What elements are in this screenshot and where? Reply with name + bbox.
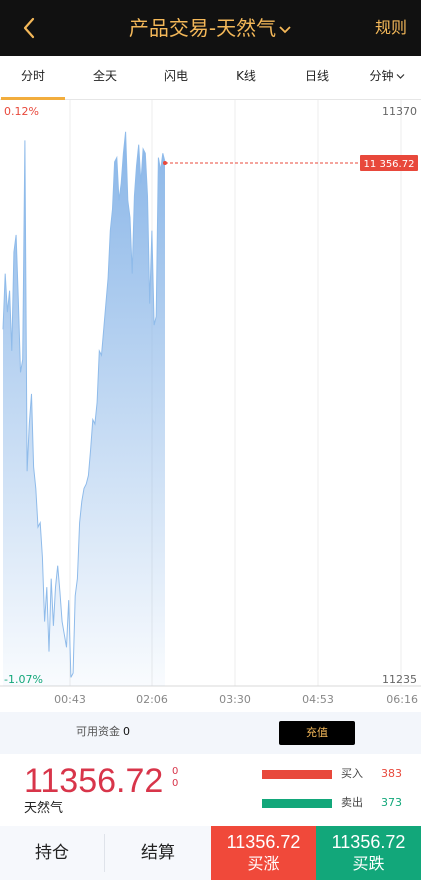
chevron-left-icon bbox=[23, 17, 35, 39]
buy-down-label: 买跌 bbox=[352, 854, 385, 873]
page-title: 产品交易-天然气 bbox=[128, 16, 277, 40]
price-area bbox=[3, 131, 165, 687]
buy-down-button[interactable]: 11356.72 买跌 bbox=[316, 826, 421, 880]
x-tick-label: 06:16 bbox=[386, 693, 418, 706]
bottom-action-bar: 持仓 结算 11356.72 买涨 11356.72 买跌 bbox=[0, 826, 421, 880]
available-funds: 可用资金 0 bbox=[76, 724, 130, 740]
buy-up-price: 11356.72 bbox=[226, 832, 301, 852]
pct-change-bottom-label: -1.07% bbox=[4, 673, 43, 686]
buy-volume-value: 383 bbox=[381, 767, 402, 780]
funds-bar: 可用资金 0 充值 bbox=[0, 712, 421, 754]
rules-link[interactable]: 规则 bbox=[374, 18, 407, 37]
current-price: 11356.72 bbox=[24, 762, 164, 800]
price-change: 0 0 bbox=[172, 766, 178, 790]
available-funds-value: 0 bbox=[123, 725, 130, 738]
tab-label: 日线 bbox=[304, 69, 329, 83]
x-tick-label: 03:30 bbox=[219, 693, 251, 706]
change-value-bottom: 0 bbox=[172, 778, 179, 789]
buy-label: 买入 bbox=[341, 767, 363, 780]
change-value-top: 0 bbox=[172, 766, 179, 777]
back-button[interactable] bbox=[18, 14, 44, 42]
x-tick-label: 00:43 bbox=[54, 693, 86, 706]
sell-volume-value: 373 bbox=[381, 796, 402, 809]
price-line bbox=[2, 131, 166, 678]
product-title-dropdown[interactable]: 产品交易-天然气 bbox=[129, 14, 292, 42]
chevron-down-icon bbox=[279, 25, 291, 33]
recharge-button[interactable]: 充值 bbox=[279, 721, 355, 745]
tab-label: 全天 bbox=[92, 69, 117, 83]
product-name: 天然气 bbox=[24, 801, 64, 816]
current-price-badge-label: 11 356.72 bbox=[364, 159, 415, 170]
tab-minute-dropdown[interactable]: 分钟 bbox=[362, 56, 412, 100]
chart-svg: 11 356.72 0.12% -1.07% 11370 11235 00:43… bbox=[0, 100, 421, 706]
area-layer bbox=[2, 131, 166, 687]
y-axis-max-label: 11370 bbox=[382, 105, 417, 118]
price-chart[interactable]: 11 356.72 0.12% -1.07% 11370 11235 00:43… bbox=[0, 100, 421, 712]
tab-label: K线 bbox=[236, 69, 256, 83]
chart-grid bbox=[0, 100, 421, 687]
top-header: 产品交易-天然气 规则 bbox=[0, 0, 421, 56]
chart-tabs: 分时 全天 闪电 K线 日线 分钟 bbox=[0, 56, 421, 100]
buy-down-price: 11356.72 bbox=[331, 832, 406, 852]
pct-change-top-label: 0.12% bbox=[4, 105, 39, 118]
sell-volume-bar bbox=[262, 799, 332, 808]
title-wrap: 产品交易-天然气 bbox=[0, 14, 421, 42]
x-tick-label: 04:53 bbox=[302, 693, 334, 706]
current-price-dot bbox=[163, 161, 167, 166]
positions-button[interactable]: 持仓 bbox=[35, 843, 69, 863]
tab-time-share[interactable]: 分时 bbox=[1, 56, 65, 100]
tab-label: 分时 bbox=[20, 69, 45, 83]
tab-lightning[interactable]: 闪电 bbox=[151, 56, 201, 100]
buy-up-button[interactable]: 11356.72 买涨 bbox=[211, 826, 316, 880]
sell-label: 卖出 bbox=[341, 796, 363, 809]
current-price-badge bbox=[360, 155, 418, 172]
available-funds-label: 可用资金 bbox=[76, 725, 120, 738]
tab-label: 分钟 bbox=[369, 69, 394, 83]
tab-full-day[interactable]: 全天 bbox=[80, 56, 130, 100]
x-tick-label: 02:06 bbox=[136, 693, 168, 706]
current-price-line-layer: 11 356.72 bbox=[163, 155, 418, 172]
tab-label: 闪电 bbox=[163, 69, 188, 83]
buy-up-label: 买涨 bbox=[247, 854, 280, 873]
settlement-button[interactable]: 结算 bbox=[141, 843, 175, 863]
tab-daily[interactable]: 日线 bbox=[292, 56, 342, 100]
divider bbox=[104, 834, 105, 872]
chevron-down-icon bbox=[396, 74, 404, 79]
tab-kline[interactable]: K线 bbox=[221, 56, 271, 100]
y-axis-min-label: 11235 bbox=[382, 673, 417, 686]
x-axis-ticks: 00:43 02:06 03:30 04:53 06:16 bbox=[54, 693, 418, 706]
quote-panel: 11356.72 0 0 天然气 买入 383 卖出 373 bbox=[0, 754, 421, 826]
buy-volume-bar bbox=[262, 770, 332, 779]
